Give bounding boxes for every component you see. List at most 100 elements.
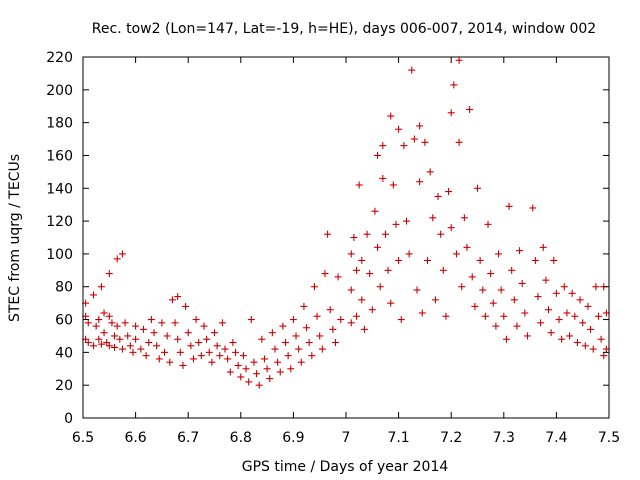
data-point (192, 316, 200, 324)
data-point (374, 243, 382, 251)
data-point (313, 312, 321, 320)
data-point (224, 355, 232, 363)
plot-frame (82, 56, 610, 419)
data-point (234, 361, 242, 369)
data-point (381, 230, 389, 238)
data-point (484, 220, 492, 228)
data-point (358, 296, 366, 304)
data-point (305, 339, 313, 347)
data-point (374, 151, 382, 159)
data-point (137, 345, 145, 353)
data-point (592, 283, 600, 291)
data-point (276, 368, 284, 376)
x-tick-label: 7 (342, 430, 351, 446)
data-point (508, 266, 516, 274)
data-point (576, 296, 584, 304)
data-point (353, 266, 361, 274)
data-point (208, 358, 216, 366)
data-point (563, 309, 571, 317)
x-tick-label: 7.5 (598, 430, 620, 446)
data-point (129, 348, 137, 356)
data-point (258, 335, 266, 343)
data-point (163, 332, 171, 340)
data-point (105, 342, 113, 350)
y-axis-ticks: 0 20 40 60 80 100 120 140 160 180 200 220 (46, 50, 609, 427)
data-point (500, 312, 508, 320)
data-point (455, 138, 463, 146)
data-point (105, 270, 113, 278)
data-point (161, 348, 169, 356)
data-point (597, 335, 605, 343)
data-point (242, 365, 250, 373)
data-point (568, 289, 576, 297)
data-point (150, 329, 158, 337)
data-point (560, 283, 568, 291)
data-point (295, 345, 303, 353)
data-point (447, 224, 455, 232)
data-point (468, 273, 476, 281)
data-point (431, 296, 439, 304)
data-point (479, 286, 487, 294)
data-point (334, 273, 342, 281)
data-point (492, 322, 500, 330)
data-point (250, 358, 258, 366)
data-point (358, 256, 366, 264)
data-point (366, 270, 374, 278)
data-point (547, 329, 555, 337)
data-point (337, 316, 345, 324)
data-point (153, 342, 161, 350)
x-axis-label: GPS time / Days of year 2014 (242, 459, 449, 475)
data-point (481, 312, 489, 320)
data-point (353, 312, 361, 320)
data-point (274, 358, 282, 366)
data-point (268, 329, 276, 337)
data-point (166, 358, 174, 366)
data-point (118, 345, 126, 353)
data-point (174, 335, 182, 343)
data-point (510, 296, 518, 304)
data-point (247, 316, 255, 324)
data-point (584, 302, 592, 310)
data-point (174, 293, 182, 301)
data-point (118, 250, 126, 258)
data-point (384, 266, 392, 274)
data-point (466, 106, 474, 114)
data-point (450, 81, 458, 89)
data-point (445, 188, 453, 196)
data-point (303, 324, 311, 332)
data-point (600, 352, 608, 360)
data-point (266, 375, 274, 383)
x-tick-label: 7.2 (440, 430, 462, 446)
data-point (539, 243, 547, 251)
data-point (355, 181, 363, 189)
data-point (555, 316, 563, 324)
data-point (116, 335, 124, 343)
data-point (84, 339, 92, 347)
data-point (347, 319, 355, 327)
data-point (402, 217, 410, 225)
data-point (542, 276, 550, 284)
data-point (523, 332, 531, 340)
data-point (552, 289, 560, 297)
x-axis-ticks: 6.5 6.6 6.7 6.8 6.9 7 7.1 7.2 7.3 7.4 7.5 (72, 57, 620, 446)
data-point (310, 283, 318, 291)
data-point (100, 329, 108, 337)
data-point (105, 312, 113, 320)
data-point (132, 322, 140, 330)
data-point (282, 339, 290, 347)
data-point (397, 316, 405, 324)
data-point (324, 230, 332, 238)
data-point (426, 168, 434, 176)
data-point (200, 322, 208, 330)
data-point (579, 319, 587, 327)
y-tick-label: 220 (46, 50, 73, 66)
data-point (218, 319, 226, 327)
data-point (418, 309, 426, 317)
data-point (90, 291, 98, 299)
data-point (95, 335, 103, 343)
data-point (300, 302, 308, 310)
data-point (203, 335, 211, 343)
data-point (84, 319, 92, 327)
data-point (594, 312, 602, 320)
data-point (100, 309, 108, 317)
